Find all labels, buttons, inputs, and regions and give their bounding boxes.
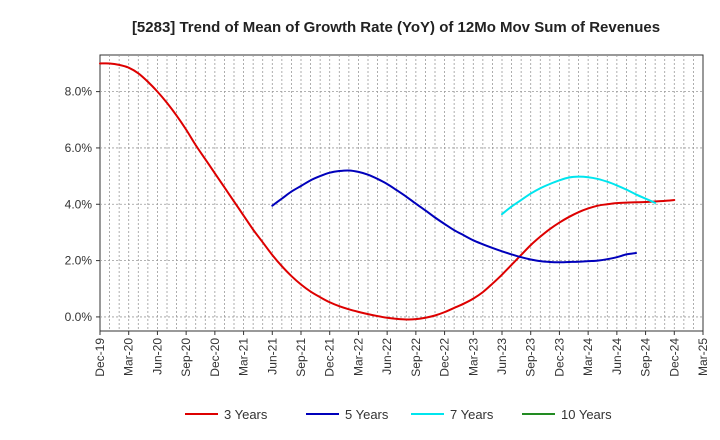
y-tick-label: 2.0%: [65, 254, 93, 268]
series-line-7-years: [501, 175, 657, 216]
y-tick-label: 0.0%: [65, 310, 93, 324]
legend-label-3-years: 3 Years: [224, 407, 268, 422]
legend-label-10-years: 10 Years: [561, 407, 612, 422]
x-tick-label: Sep-21: [294, 338, 308, 377]
x-tick-label: Mar-20: [122, 338, 136, 376]
x-tick-label: Mar-24: [581, 338, 595, 376]
x-tick-label: Mar-25: [696, 338, 710, 376]
x-tick-label: Jun-20: [150, 338, 164, 375]
x-axis: Dec-19 Mar-20 Jun-20 Sep-20 Dec-20 Mar-21 Jun-…: [93, 331, 710, 377]
x-tick-label: Sep-23: [524, 338, 538, 377]
vertical-gridlines: [109, 55, 694, 331]
x-tick-label: Dec-21: [323, 338, 337, 377]
x-tick-label: Dec-20: [208, 338, 222, 377]
x-tick-label: Jun-24: [610, 338, 624, 375]
legend: 3 Years 5 Years 7 Years 10 Years: [185, 407, 612, 422]
x-tick-label: Mar-21: [237, 338, 251, 376]
series-line-5-years: [271, 169, 637, 264]
y-tick-label: 4.0%: [65, 197, 93, 211]
x-tick-label: Jun-23: [495, 338, 509, 375]
x-tick-label: Dec-24: [667, 338, 681, 377]
x-tick-label: Jun-21: [265, 338, 279, 375]
x-tick-label: Dec-19: [93, 338, 107, 377]
legend-label-5-years: 5 Years: [345, 407, 389, 422]
series-line-3-years: [99, 62, 676, 321]
x-tick-label: Sep-22: [409, 338, 423, 377]
x-tick-label: Jun-22: [380, 338, 394, 375]
x-tick-label: Mar-23: [466, 338, 480, 376]
x-tick-label: Sep-24: [639, 338, 653, 377]
x-tick-label: Dec-22: [438, 338, 452, 377]
y-tick-label: 6.0%: [65, 141, 93, 155]
chart-title: [5283] Trend of Mean of Growth Rate (YoY…: [132, 19, 660, 36]
y-axis: 0.0% 2.0% 4.0% 6.0% 8.0%: [65, 85, 100, 324]
legend-label-7-years: 7 Years: [450, 407, 494, 422]
x-tick-label: Dec-23: [552, 338, 566, 377]
horizontal-gridlines: [100, 91, 703, 318]
x-tick-label: Mar-22: [351, 338, 365, 376]
x-tick-label: Sep-20: [179, 338, 193, 377]
y-tick-label: 8.0%: [65, 85, 93, 99]
series-lines: [99, 62, 676, 321]
